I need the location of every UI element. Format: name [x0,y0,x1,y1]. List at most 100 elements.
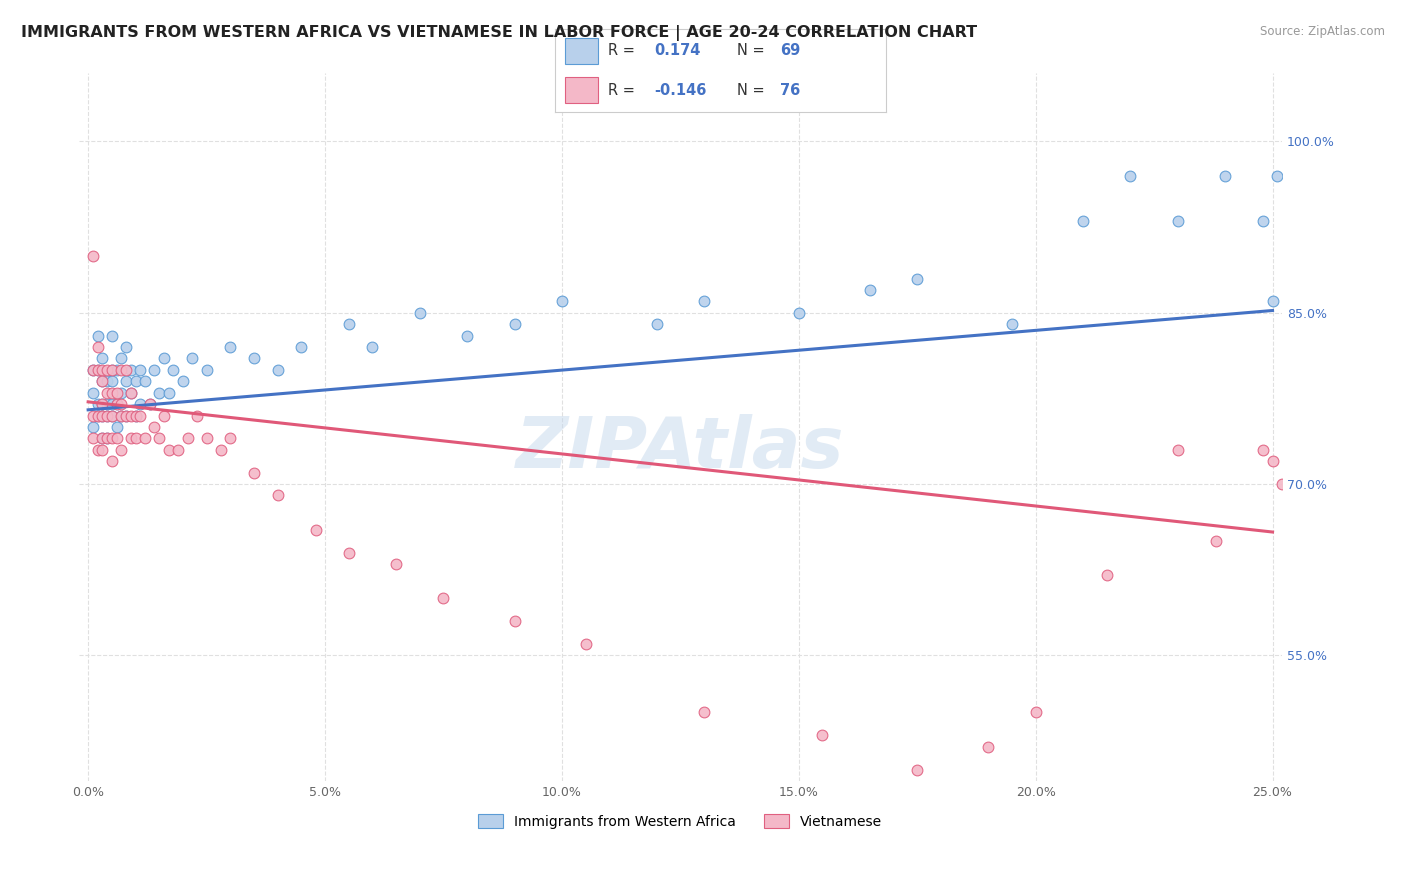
Point [162,363,184,377]
Point [153,409,176,423]
Point [134,374,156,388]
Point [96,374,118,388]
Point [1251,214,1274,228]
Text: 0.174: 0.174 [654,44,700,58]
Point [101,397,124,411]
Point [167,442,190,457]
Point [124,409,146,423]
Point [115,409,138,423]
Point [86,409,108,423]
Point [82,409,104,423]
Point [148,431,170,445]
Point [143,420,166,434]
Point [1251,442,1274,457]
Point [186,409,208,423]
Point [905,763,928,777]
Point [1299,614,1322,628]
Point [209,442,232,457]
Point [134,431,156,445]
Point [96,397,118,411]
Point [101,409,124,423]
Text: N =: N = [737,44,769,58]
Point [304,523,326,537]
Point [219,340,242,354]
Point [96,363,118,377]
Point [1281,523,1303,537]
Point [337,545,360,559]
Text: IMMIGRANTS FROM WESTERN AFRICA VS VIETNAMESE IN LABOR FORCE | AGE 20-24 CORRELAT: IMMIGRANTS FROM WESTERN AFRICA VS VIETNA… [21,25,977,41]
Point [120,385,142,400]
Point [124,431,146,445]
Text: R =: R = [609,44,640,58]
Point [101,385,124,400]
Point [129,363,152,377]
Point [143,363,166,377]
Point [120,409,142,423]
Text: 76: 76 [780,83,800,97]
Point [172,374,194,388]
Point [1289,568,1312,582]
Point [1095,568,1118,582]
Point [110,409,132,423]
Point [115,409,138,423]
Point [120,385,142,400]
Point [124,374,146,388]
Point [574,637,596,651]
Point [82,420,104,434]
Point [120,431,142,445]
Point [110,363,132,377]
Point [432,591,454,606]
Point [456,328,478,343]
Point [91,409,114,423]
Point [110,397,132,411]
Point [1303,637,1326,651]
Point [86,409,108,423]
Point [86,340,108,354]
Point [91,431,114,445]
Point [693,294,716,309]
Point [82,363,104,377]
Point [115,374,138,388]
Text: 69: 69 [780,44,800,58]
Point [645,317,668,331]
Point [1265,169,1288,183]
Point [101,454,124,468]
Point [101,363,124,377]
Point [1261,454,1284,468]
Point [101,328,124,343]
Point [266,488,288,502]
Point [138,397,160,411]
Point [157,442,180,457]
Point [115,340,138,354]
Point [859,283,882,297]
Bar [565,77,599,103]
Point [91,374,114,388]
Point [1025,706,1047,720]
Point [1119,169,1142,183]
Point [1261,294,1284,309]
Point [82,363,104,377]
Point [503,317,526,331]
Point [181,351,204,366]
Point [1285,545,1308,559]
Point [101,409,124,423]
Point [96,431,118,445]
Point [91,374,114,388]
Point [105,431,128,445]
Text: -0.146: -0.146 [654,83,707,97]
Point [176,431,198,445]
Point [101,363,124,377]
Point [86,328,108,343]
Point [101,374,124,388]
Point [105,397,128,411]
Point [138,397,160,411]
Point [409,306,432,320]
Point [787,306,810,320]
Point [153,351,176,366]
Point [105,420,128,434]
Point [129,397,152,411]
Point [86,363,108,377]
Point [811,728,834,742]
Point [290,340,312,354]
Point [157,385,180,400]
